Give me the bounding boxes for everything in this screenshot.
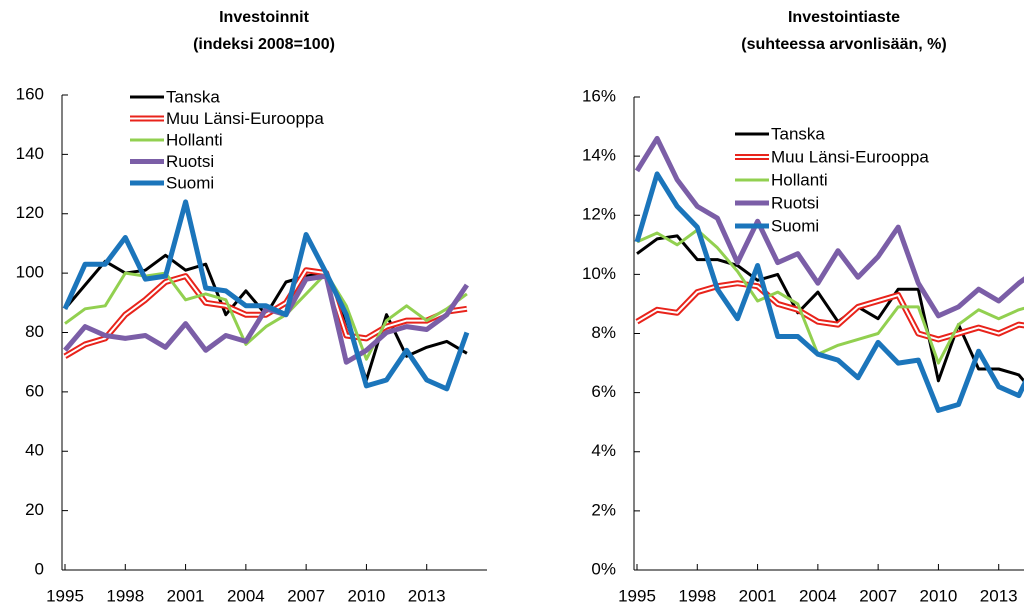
chart-subtitle: (suhteessa arvonlisään, %) — [741, 36, 946, 53]
charts: Investoinnit (indeksi 2008=100) 0 20 40 60 80 1… — [16, 9, 1024, 605]
x-tick-label: 2001 — [739, 586, 777, 605]
y-tick-label: 0% — [591, 559, 616, 578]
x-tick-label: 2013 — [980, 586, 1018, 605]
series-line — [634, 171, 1024, 413]
x-tick-label: 1995 — [618, 586, 656, 605]
x-tick-label: 2013 — [408, 586, 446, 605]
legend-label: Suomi — [771, 216, 819, 235]
x-tick-label: 2001 — [167, 586, 205, 605]
y-tick-label: 14% — [582, 146, 616, 165]
y-tick-label: 140 — [16, 144, 44, 163]
y-tick-label: 10% — [582, 264, 616, 283]
series-line — [636, 228, 1024, 365]
legend-label: Ruotsi — [771, 193, 819, 212]
y-tick-label: 0 — [35, 559, 44, 578]
y-tick-label: 100 — [16, 263, 44, 282]
y-tick-label: 2% — [591, 500, 616, 519]
legend-label: Hollanti — [771, 170, 828, 189]
series-line-inner — [64, 269, 468, 358]
y-tick-label: 8% — [591, 323, 616, 342]
x-tick-label: 2007 — [287, 586, 325, 605]
series-line — [62, 199, 470, 392]
y-tick-label: 16% — [582, 86, 616, 105]
legend-label: Ruotsi — [166, 152, 214, 171]
x-tick-label: 1998 — [678, 586, 716, 605]
y-tick-label: 120 — [16, 203, 44, 222]
x-tick-label: 2010 — [348, 586, 386, 605]
y-tick-label: 4% — [591, 441, 616, 460]
x-tick-label: 2007 — [859, 586, 897, 605]
legend-label: Tanska — [771, 124, 825, 143]
x-tick-label: 1998 — [106, 586, 144, 605]
y-tick-label: 60 — [25, 381, 44, 400]
x-tick-label: 2010 — [920, 586, 958, 605]
legend-label: Tanska — [166, 87, 220, 106]
x-tick-label: 2004 — [799, 586, 837, 605]
y-tick-label: 80 — [25, 322, 44, 341]
y-tick-label: 20 — [25, 500, 44, 519]
legend-label: Muu Länsi-Eurooppa — [166, 109, 324, 128]
y-tick-label: 6% — [591, 382, 616, 401]
series-line-inner — [636, 282, 1024, 341]
legend-label: Hollanti — [166, 130, 223, 149]
y-tick-label: 12% — [582, 205, 616, 224]
series-line — [64, 271, 468, 361]
series-line — [634, 135, 1024, 319]
x-tick-label: 2004 — [227, 586, 265, 605]
chart-title: Investointiaste — [788, 9, 900, 26]
series-line — [63, 273, 469, 365]
legend-label: Suomi — [166, 173, 214, 192]
chart-subtitle: (indeksi 2008=100) — [193, 36, 335, 53]
chart-title: Investoinnit — [219, 9, 309, 26]
legend-label: Muu Länsi-Eurooppa — [771, 147, 929, 166]
y-tick-label: 40 — [25, 441, 44, 460]
x-tick-label: 1995 — [46, 586, 84, 605]
y-tick-label: 160 — [16, 84, 44, 103]
